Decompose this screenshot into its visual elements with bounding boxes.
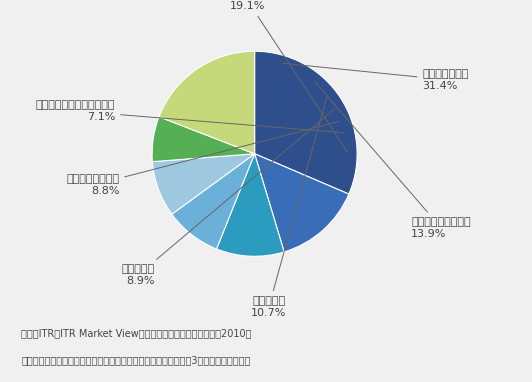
Wedge shape (255, 154, 349, 252)
Wedge shape (217, 154, 284, 256)
Text: ハミングヘッズ
31.4%: ハミングヘッズ 31.4% (283, 63, 469, 91)
Text: ラネクシー
10.7%: ラネクシー 10.7% (251, 97, 327, 318)
Wedge shape (152, 117, 255, 162)
Wedge shape (152, 154, 255, 214)
Text: 出典：ITR「ITR Market View：セキュリティ・ログ管理市場2010」: 出典：ITR「ITR Market View：セキュリティ・ログ管理市場2010… (21, 329, 252, 338)
Text: ハンモック
8.9%: ハンモック 8.9% (122, 109, 335, 286)
Text: その他
19.1%: その他 19.1% (230, 0, 347, 152)
Wedge shape (255, 51, 357, 194)
Wedge shape (172, 154, 255, 249)
Text: ＊出荷金額はベンダー出荷のライセンス売上げのみを対象とし、3月期ベースで換算。: ＊出荷金額はベンダー出荷のライセンス売上げのみを対象とし、3月期ベースで換算。 (21, 355, 251, 365)
Text: エムオーテックス
8.8%: エムオーテックス 8.8% (66, 121, 340, 196)
Text: インテリジェントウェイブ
7.1%: インテリジェントウェイブ 7.1% (36, 100, 344, 133)
Wedge shape (159, 51, 255, 154)
Text: ソリトンシステムズ
13.9%: ソリトンシステムズ 13.9% (315, 82, 471, 239)
